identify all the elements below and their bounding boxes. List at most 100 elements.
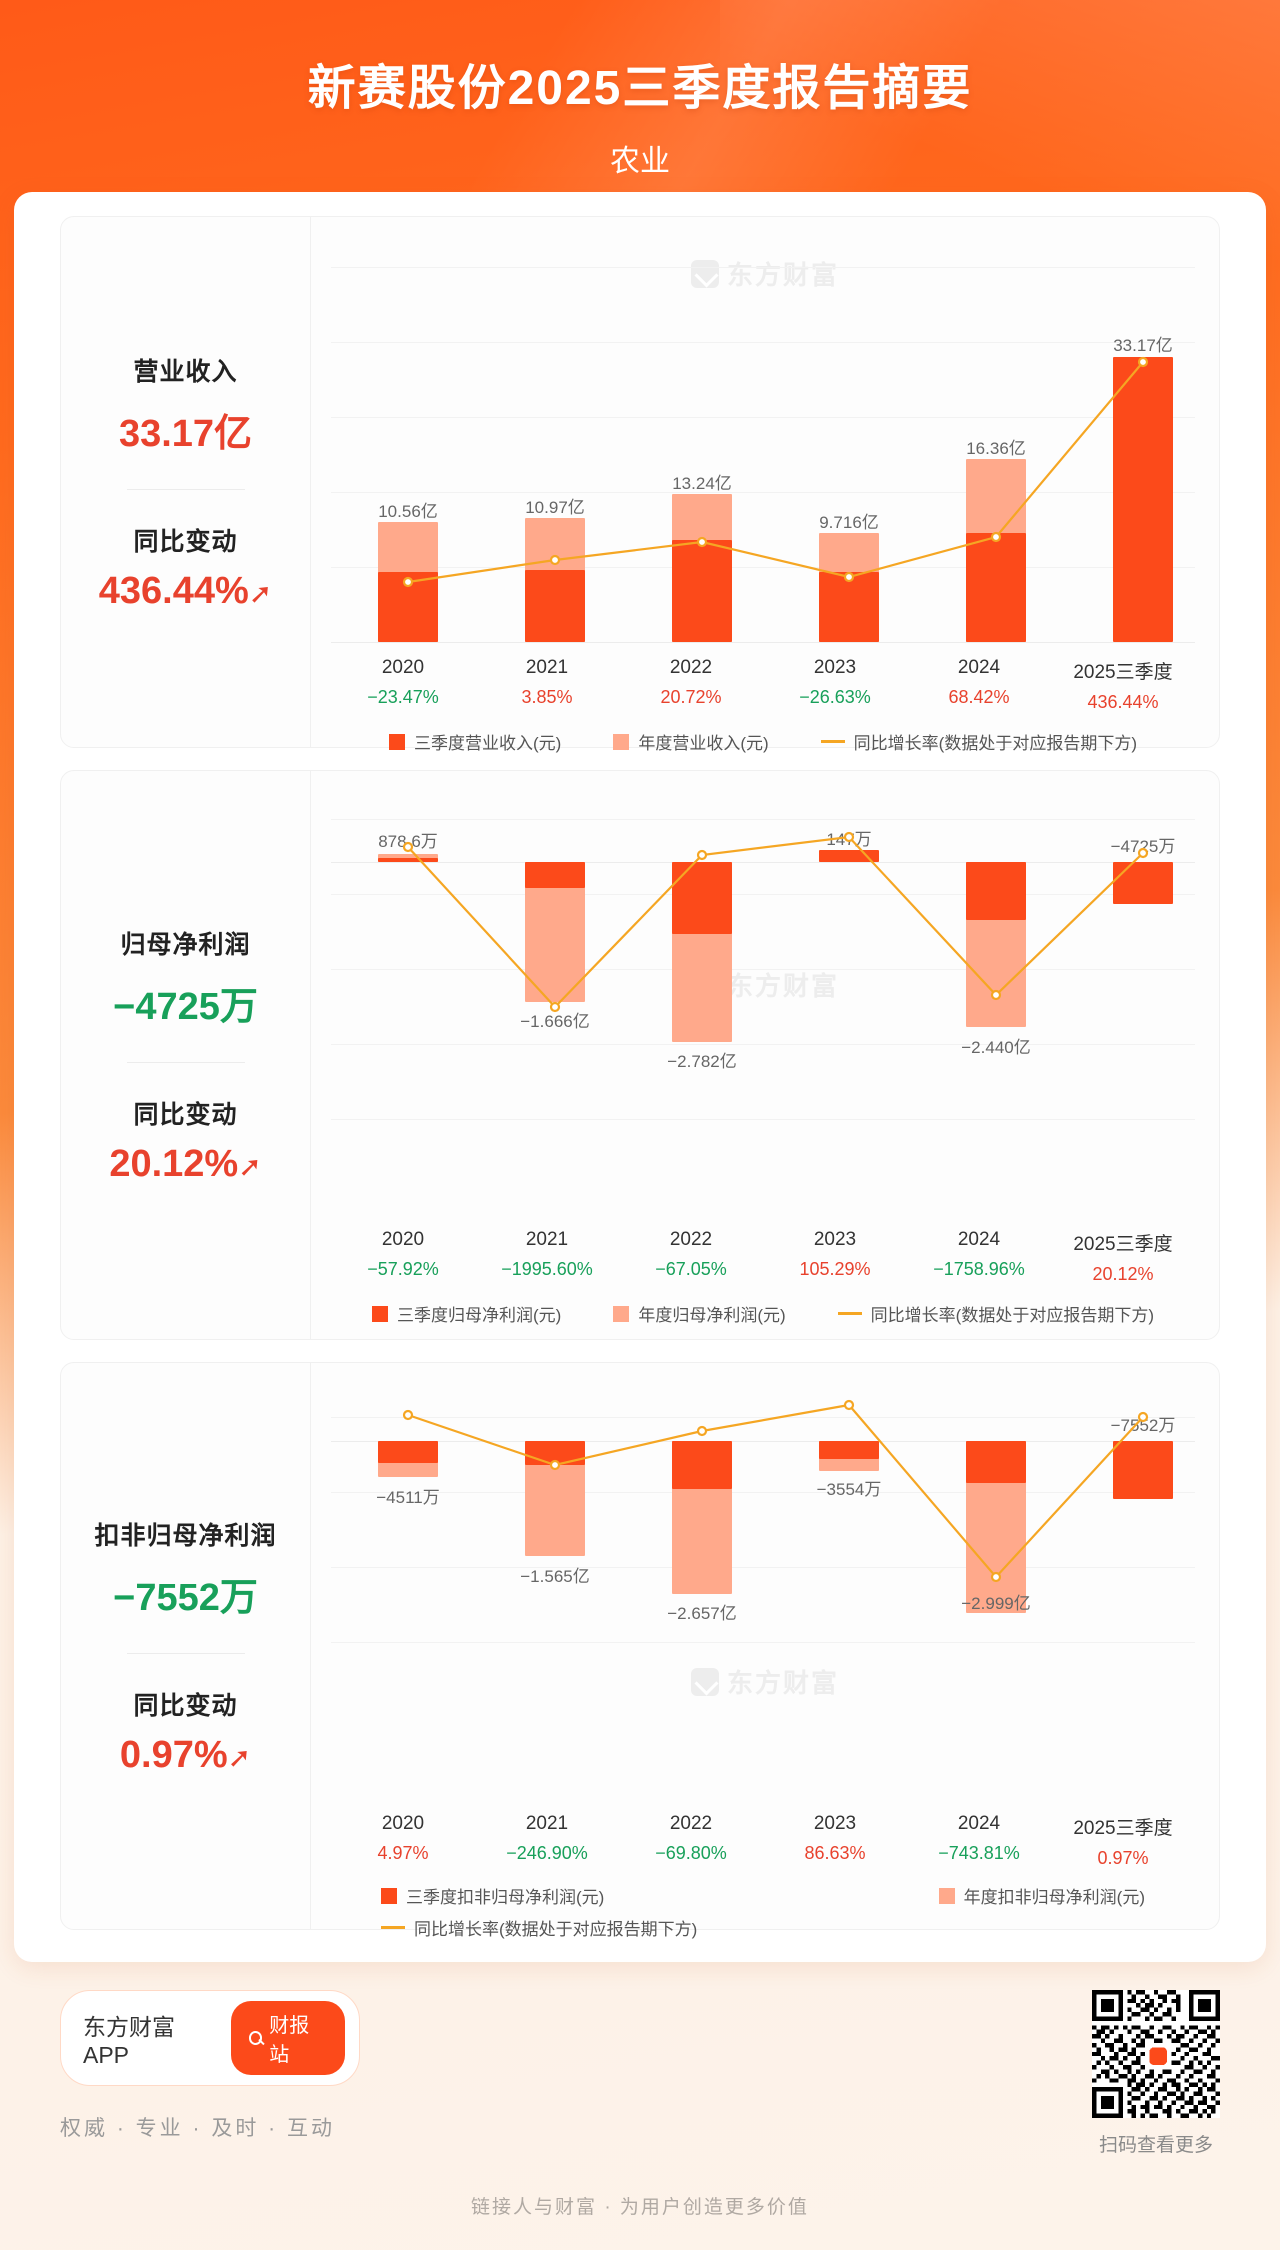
axis-cell: 2023 105.29% <box>763 1229 907 1285</box>
bar-q3 <box>1113 862 1173 904</box>
legend-label: 年度扣非归母净利润(元) <box>963 1888 1145 1907</box>
bar-label: 9.716亿 <box>819 513 879 532</box>
axis-growth: −743.81% <box>938 1843 1020 1863</box>
plot-net-profit: 878.6万 −1.666亿 −2.782亿 147万 −2.440亿 <box>311 807 1219 1207</box>
watermark-text: 东方财富 <box>726 1668 840 1698</box>
bar-q3 <box>672 540 732 642</box>
bar-q3 <box>378 1441 438 1463</box>
gridline <box>331 567 1195 568</box>
change-label: 同比变动 <box>133 527 238 556</box>
bar-label: −2.657亿 <box>667 1604 737 1623</box>
gridline <box>331 1044 1195 1045</box>
axis-cell: 2022 −69.80% <box>619 1813 763 1869</box>
axis-year: 2024 <box>957 1813 1001 1834</box>
axis-growth: 0.97% <box>1097 1848 1149 1868</box>
footer-slogan: 权威 · 专业 · 及时 · 互动 <box>60 2117 335 2140</box>
bar-label: 878.6万 <box>378 832 438 851</box>
app-download-pill[interactable]: 东方财富APP 财报站 <box>60 1990 360 2086</box>
bar-q3 <box>966 533 1026 642</box>
axis-year: 2021 <box>525 1229 569 1250</box>
watermark: 东方财富 <box>690 255 840 292</box>
bar-label: −2.782亿 <box>667 1052 737 1071</box>
axis-year: 2025三季度 <box>1073 1234 1173 1255</box>
axis-growth: 86.63% <box>804 1843 866 1863</box>
watermark-text: 东方财富 <box>726 260 840 290</box>
qr-code-image <box>1092 1990 1220 2118</box>
axis-growth: 105.29% <box>799 1259 871 1279</box>
growth-rate-line <box>402 1399 1149 1583</box>
axis-cell: 2024 −743.81% <box>907 1813 1051 1869</box>
bar-label: −4725万 <box>1110 837 1176 856</box>
axis-cell: 2020 −57.92% <box>331 1229 475 1285</box>
metric-value: −7552万 <box>113 1576 258 1619</box>
change-value-text: 0.97% <box>119 1733 228 1776</box>
legend-item: 同比增长率(数据处于对应报告期下方) <box>837 1301 1154 1326</box>
change-label: 同比变动 <box>133 1691 238 1720</box>
card-revenue: 营业收入 33.17亿 同比变动 436.44%➚ 东方财富 <box>60 216 1220 753</box>
bar-q3 <box>378 858 438 862</box>
axis-cell: 2021 −246.90% <box>475 1813 619 1869</box>
legend-label: 三季度扣非归母净利润(元) <box>406 1888 605 1907</box>
change-value: 436.44%➚ <box>61 570 310 613</box>
axis-year: 2025三季度 <box>1073 662 1173 683</box>
axis-year: 2022 <box>669 657 713 678</box>
metric-value: 33.17亿 <box>118 412 253 455</box>
bar-label: 33.17亿 <box>1113 336 1173 355</box>
axis-cell: 2024 −1758.96% <box>907 1229 1051 1285</box>
axis-cell: 2020 −23.47% <box>331 657 475 713</box>
bar-q3 <box>672 1441 732 1489</box>
legend-label: 三季度营业收入(元) <box>414 734 562 753</box>
card-nonrecurring-profit: 扣非归母净利润 −7552万 同比变动 0.97%➚ 东方财富 <box>60 1362 1220 1939</box>
baseline <box>331 642 1195 643</box>
gridline <box>331 969 1195 970</box>
legend-item: 三季度扣非归母净利润(元) <box>381 1883 604 1908</box>
axis-year: 2023 <box>813 1229 857 1250</box>
axis-net-profit: 2020 −57.92% 2021 −1995.60% 2022 −67.05%… <box>331 1229 1195 1285</box>
legend-item: 三季度营业收入(元) <box>389 729 561 754</box>
legend-item: 年度营业收入(元) <box>613 729 769 754</box>
axis-year: 2021 <box>525 1813 569 1834</box>
axis-growth: 20.12% <box>1092 1264 1154 1284</box>
page-subtitle: 农业 <box>610 145 670 178</box>
legend-label: 同比增长率(数据处于对应报告期下方) <box>853 734 1137 753</box>
legend-item: 同比增长率(数据处于对应报告期下方) <box>820 729 1137 754</box>
axis-cell: 2020 4.97% <box>331 1813 475 1869</box>
axis-cell: 2023 −26.63% <box>763 657 907 713</box>
axis-year: 2025三季度 <box>1073 1818 1173 1839</box>
financial-report-button-label: 财报站 <box>269 2015 310 2066</box>
zero-axis <box>331 862 1195 863</box>
qr-code[interactable] <box>1092 1990 1220 2118</box>
legend-revenue: 三季度营业收入(元) 年度营业收入(元) 同比增长率(数据处于对应报告期下方) <box>331 729 1195 754</box>
axis-growth: 4.97% <box>377 1843 429 1863</box>
bar-label: 13.24亿 <box>672 474 732 493</box>
legend-swatch-line <box>820 740 845 743</box>
zero-axis <box>331 1441 1195 1442</box>
legend-item: 三季度归母净利润(元) <box>372 1301 561 1326</box>
page-title: 新赛股份2025三季度报告摘要 <box>307 62 973 115</box>
bar-q3 <box>819 1441 879 1459</box>
qr-caption: 扫码查看更多 <box>1098 2135 1213 2156</box>
arrow-up-icon: ➚ <box>238 1150 262 1182</box>
bar-label: −2.999亿 <box>961 1594 1031 1613</box>
legend-swatch-annual <box>613 1305 630 1322</box>
gridline <box>331 894 1195 895</box>
axis-year: 2024 <box>957 657 1001 678</box>
growth-rate-line <box>402 831 1149 1013</box>
change-value-text: 436.44% <box>98 569 249 612</box>
legend-nonrecurring-line: 同比增长率(数据处于对应报告期下方) <box>331 1915 1195 1940</box>
plot-revenue: 10.56亿 10.97亿 13.24亿 9.716亿 16.36亿 <box>311 257 1219 647</box>
axis-year: 2024 <box>957 1229 1001 1250</box>
bottom-tagline: 链接人与财富 · 为用户创造更多价值 <box>471 2197 809 2218</box>
bar-label: −3554万 <box>816 1480 882 1499</box>
legend-swatch-q3 <box>381 1887 397 1904</box>
divider <box>126 1061 245 1063</box>
financial-report-button[interactable]: 财报站 <box>230 2001 345 2075</box>
axis-year: 2023 <box>813 657 857 678</box>
arrow-up-icon: ➚ <box>227 1741 252 1773</box>
bar-q3 <box>966 862 1026 920</box>
watermark: 东方财富 <box>690 1663 840 1700</box>
change-value: 0.97%➚ <box>61 1734 310 1777</box>
legend-label: 年度归母净利润(元) <box>638 1306 786 1325</box>
axis-cell: 2021 3.85% <box>475 657 619 713</box>
axis-cell: 2025三季度 436.44% <box>1051 657 1195 713</box>
